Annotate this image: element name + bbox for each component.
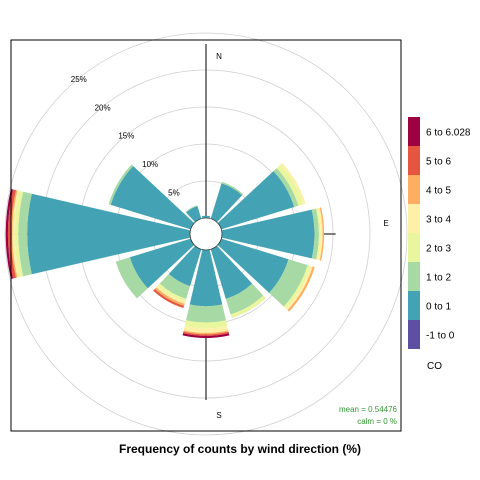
sector-330-bin-2 [185, 205, 198, 213]
direction-label-e: E [383, 219, 388, 228]
legend-swatch-6 [408, 291, 420, 320]
tick-label-20: 20% [95, 103, 111, 112]
legend-swatch-0 [408, 117, 420, 146]
sector-120-bin-4 [285, 265, 313, 311]
legend-label-6: 0 to 1 [426, 302, 451, 313]
sector-270-bin-2 [18, 191, 32, 277]
wind-sectors [5, 163, 325, 339]
radial-tick-labels: 5% 10% 15% 20% 25% [71, 75, 180, 197]
sector-120-bin-1 [217, 238, 289, 293]
mean-stat: mean = 0.54476 [339, 405, 398, 414]
sector-330-bin-1 [186, 205, 202, 223]
legend-label-5: 1 to 2 [426, 273, 451, 284]
sector-210-bin-6 [153, 288, 185, 309]
sector-90-bin-4 [317, 207, 323, 261]
sector-60-bin-4 [280, 163, 306, 205]
direction-label-s: S [216, 411, 221, 420]
sector-60-bin-3 [276, 164, 304, 206]
calm-center [189, 217, 223, 251]
sector-270-bin-4 [12, 190, 20, 278]
sector-90-bin-3 [316, 208, 321, 260]
sector-180-bin-5 [183, 330, 229, 335]
sector-300-bin-2 [108, 164, 134, 205]
sector-240-bin-2 [115, 257, 148, 299]
sector-180-bin-4 [183, 326, 229, 333]
legend-label-2: 4 to 5 [426, 186, 451, 197]
legend-swatch-2 [408, 175, 420, 204]
sector-270-bin-5 [10, 190, 18, 278]
grid-ring-25 [4, 32, 408, 436]
sector-210-bin-3 [157, 283, 187, 302]
sector-210-bin-4 [156, 285, 186, 304]
sector-180-bin-3 [184, 320, 228, 329]
sector-30-bin-2 [221, 181, 244, 196]
legend: 6 to 6.028 5 to 6 4 to 5 3 to 4 2 to 3 1 to 2… [408, 117, 471, 372]
legend-label-1: 5 to 6 [426, 157, 451, 168]
chart-caption: Frequency of counts by wind direction (%… [119, 442, 361, 456]
legend-swatch-4 [408, 233, 420, 262]
sector-210-bin-5 [154, 287, 185, 306]
sector-180-bin-7 [182, 333, 230, 339]
sector-180-bin-2 [186, 304, 226, 323]
legend-swatch-3 [408, 204, 420, 233]
sector-30-bin-1 [210, 183, 243, 223]
sector-300-bin-1 [110, 166, 195, 230]
legend-swatch-5 [408, 262, 420, 291]
tick-label-15: 15% [118, 132, 134, 141]
sector-60-bin-1 [217, 171, 295, 230]
sector-270-bin-1 [27, 193, 191, 275]
legend-label-4: 2 to 3 [426, 244, 451, 255]
sector-90-bin-1 [221, 209, 315, 259]
tick-label-10: 10% [142, 160, 158, 169]
sector-90-bin-2 [311, 208, 319, 260]
sector-210-bin-2 [159, 273, 191, 299]
sector-210-bin-1 [168, 245, 202, 287]
tick-label-25: 25% [71, 75, 87, 84]
sector-150-bin-1 [210, 245, 253, 299]
direction-label-n: N [216, 52, 222, 61]
sector-90-bin-5 [319, 207, 325, 261]
legend-label-0: 6 to 6.028 [426, 128, 471, 139]
sector-270-bin-6 [7, 189, 16, 279]
plot-panel-border [10, 39, 402, 432]
legend-title: CO [427, 361, 442, 372]
sector-270-bin-3 [14, 190, 24, 278]
legend-label-3: 3 to 4 [426, 215, 451, 226]
legend-label-7: -1 to 0 [426, 331, 455, 342]
sector-60-bin-2 [273, 168, 299, 208]
sector-120-bin-3 [283, 265, 311, 309]
direction-labels: N E S [216, 52, 389, 420]
tick-label-5: 5% [168, 188, 180, 197]
sector-0-bin-1 [201, 215, 211, 219]
sector-150-bin-2 [225, 283, 264, 315]
sector-120-bin-5 [287, 266, 315, 312]
sector-120-bin-2 [269, 259, 308, 307]
legend-swatch-7 [408, 320, 420, 349]
sector-180-bin-6 [183, 331, 229, 336]
sector-180-bin-1 [189, 249, 223, 307]
sector-150-bin-3 [230, 295, 266, 318]
calm-stat: calm = 0 % [357, 417, 397, 426]
legend-swatch-1 [408, 146, 420, 175]
sector-240-bin-1 [129, 238, 195, 289]
sector-270-bin-7 [5, 188, 14, 280]
